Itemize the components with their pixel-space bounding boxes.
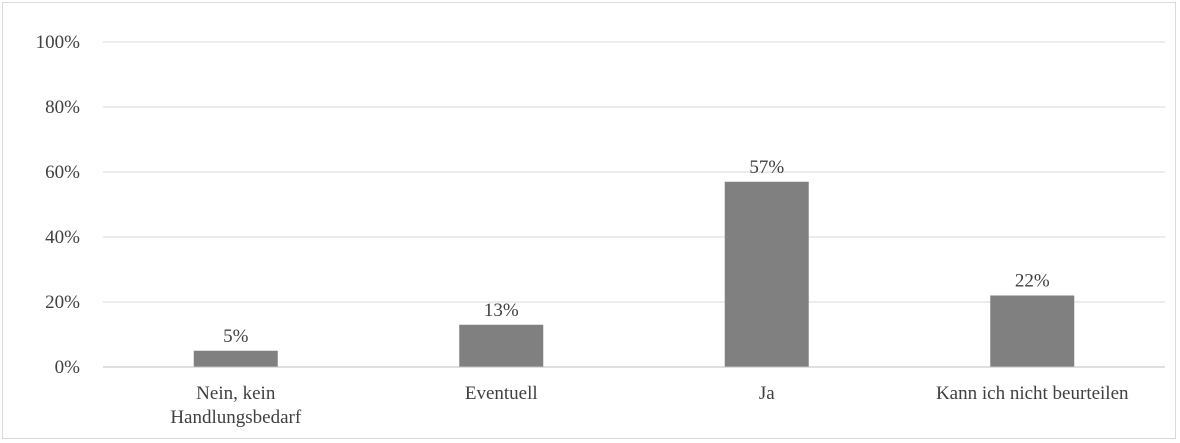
gridlines <box>103 41 1165 303</box>
y-tick-label: 0% <box>55 357 81 378</box>
x-category-label-line: Nein, kein <box>196 383 276 404</box>
y-tick-label: 20% <box>45 292 80 313</box>
x-category-label-line: Eventuell <box>465 383 538 404</box>
data-label: 22% <box>1015 271 1050 292</box>
bar <box>193 350 278 367</box>
x-category-label: Ja <box>759 383 775 404</box>
x-category-label-line: Ja <box>759 383 775 404</box>
data-labels: 5% 13% 57% 22% <box>223 157 1050 347</box>
x-axis-category-labels: Nein, kein Handlungsbedarf Eventuell Ja Kann… <box>170 383 1129 428</box>
y-tick-label: 100% <box>36 32 81 53</box>
y-tick-label: 80% <box>45 97 80 118</box>
x-category-label-line: Handlungsbedarf <box>170 407 302 428</box>
bars <box>193 181 1075 367</box>
y-tick-label: 40% <box>45 227 80 248</box>
data-label: 57% <box>749 157 784 178</box>
bar <box>724 181 809 367</box>
y-axis-tick-labels: 0% 20% 40% 60% 80% 100% <box>36 32 81 378</box>
bar <box>990 295 1075 367</box>
bar <box>459 324 544 367</box>
x-category-label: Eventuell <box>465 383 538 404</box>
x-category-label: Nein, kein Handlungsbedarf <box>170 383 302 428</box>
y-tick-label: 60% <box>45 162 80 183</box>
x-category-label: Kann ich nicht beurteilen <box>936 383 1129 404</box>
data-label: 13% <box>484 300 519 321</box>
data-label: 5% <box>223 326 249 347</box>
x-category-label-line: Kann ich nicht beurteilen <box>936 383 1129 404</box>
